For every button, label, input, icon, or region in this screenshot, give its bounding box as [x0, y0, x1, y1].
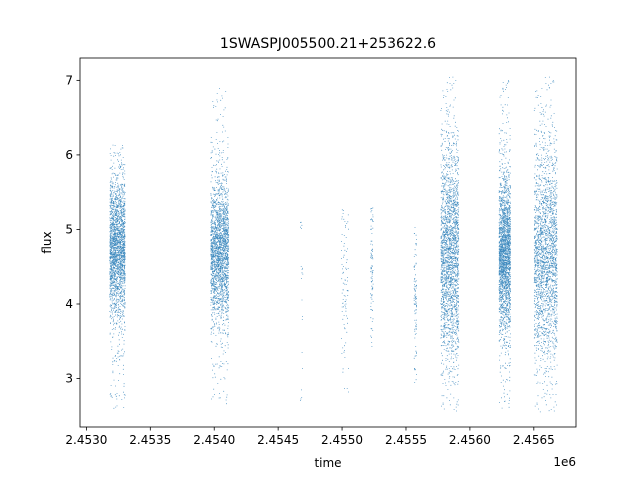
data-point-cluster	[440, 76, 460, 412]
data-point-cluster	[109, 144, 126, 409]
x-tick-label: 2.4535	[129, 433, 171, 447]
x-tick-label: 2.4550	[321, 433, 363, 447]
y-tick-label: 4	[65, 297, 73, 311]
data-point-cluster	[533, 76, 558, 413]
y-tick-label: 6	[65, 148, 73, 162]
plot-frame	[79, 57, 577, 428]
x-axis-ticks: 2.4530 2.4535 2.4540 2.4545 2.4550 2.4555 2.45…	[65, 427, 555, 447]
x-tick-label: 2.4565	[513, 433, 555, 447]
x-axis-offset-label: 1e6	[553, 455, 576, 469]
x-tick-label: 2.4560	[449, 433, 491, 447]
y-tick-label: 7	[65, 73, 73, 87]
y-axis-label: flux	[40, 231, 54, 253]
data-point-cluster	[413, 227, 417, 383]
x-tick-label: 2.4555	[385, 433, 427, 447]
data-point-cluster	[300, 221, 304, 401]
y-tick-label: 3	[65, 372, 73, 386]
y-axis-ticks: 3 4 5 6 7	[65, 73, 80, 386]
chart-title: 1SWASPJ005500.21+253622.6	[220, 36, 436, 52]
x-tick-label: 2.4530	[65, 433, 107, 447]
data-point-cluster	[341, 209, 349, 393]
x-axis-label: time	[314, 456, 341, 470]
data-point-cluster	[498, 80, 511, 409]
data-points	[109, 76, 558, 413]
y-tick-label: 5	[65, 222, 73, 236]
x-tick-label: 2.4540	[193, 433, 235, 447]
data-point-cluster	[210, 88, 230, 405]
data-point-cluster	[370, 207, 374, 347]
x-tick-label: 2.4545	[257, 433, 299, 447]
